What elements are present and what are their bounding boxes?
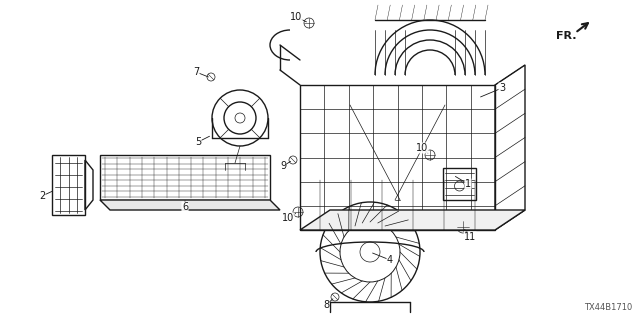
- Text: 9: 9: [280, 161, 286, 171]
- Text: 10: 10: [290, 12, 302, 22]
- Text: 2: 2: [39, 191, 45, 201]
- Polygon shape: [100, 200, 280, 210]
- Text: FR.: FR.: [556, 31, 576, 41]
- Text: 6: 6: [182, 202, 188, 212]
- Text: TX44B1710: TX44B1710: [584, 303, 632, 312]
- Text: 1: 1: [465, 179, 471, 189]
- Text: 11: 11: [464, 232, 476, 242]
- Text: 5: 5: [195, 137, 201, 147]
- Text: 10: 10: [282, 213, 294, 223]
- Text: 4: 4: [387, 255, 393, 265]
- Text: 3: 3: [499, 83, 505, 93]
- Polygon shape: [300, 210, 525, 230]
- Text: 8: 8: [323, 300, 329, 310]
- Text: 7: 7: [193, 67, 199, 77]
- Text: 10: 10: [416, 143, 428, 153]
